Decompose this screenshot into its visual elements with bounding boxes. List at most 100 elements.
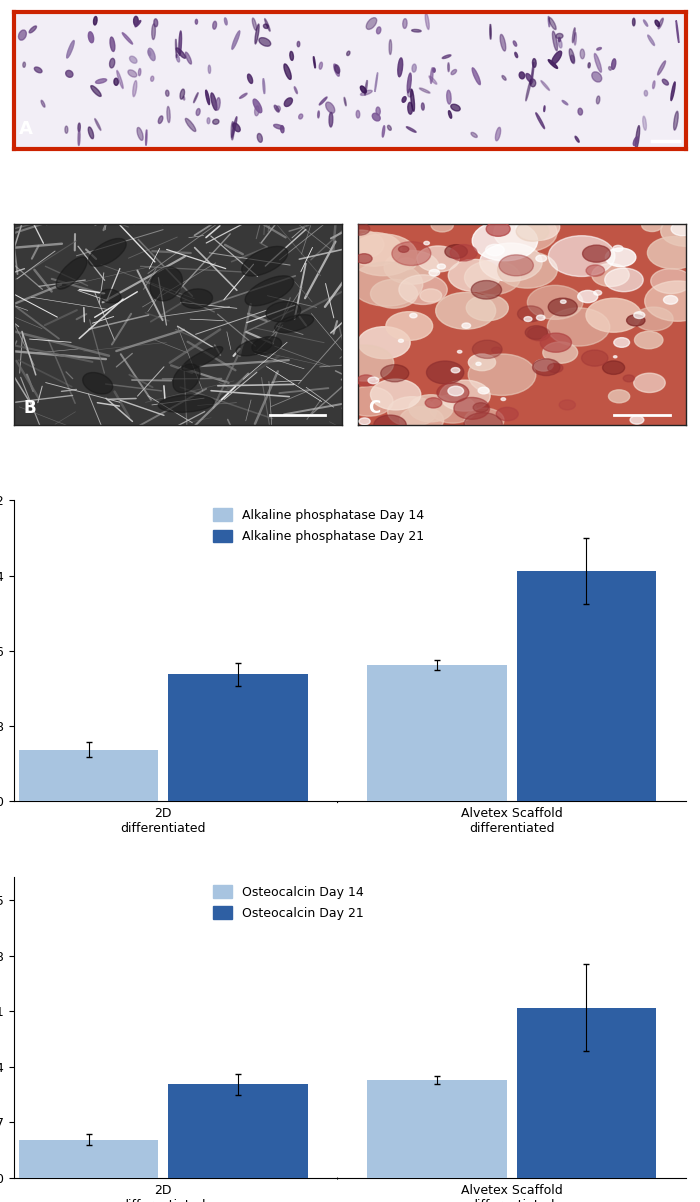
Ellipse shape [389, 40, 392, 54]
Circle shape [356, 254, 372, 263]
Ellipse shape [411, 89, 414, 112]
Ellipse shape [245, 275, 294, 305]
Circle shape [634, 332, 663, 349]
Ellipse shape [374, 72, 378, 91]
Ellipse shape [239, 94, 247, 99]
Ellipse shape [447, 90, 451, 105]
Ellipse shape [671, 82, 676, 101]
Ellipse shape [319, 97, 327, 105]
Ellipse shape [596, 48, 601, 50]
Ellipse shape [448, 63, 449, 72]
Ellipse shape [154, 19, 158, 26]
Ellipse shape [407, 126, 416, 132]
Circle shape [527, 285, 583, 320]
Ellipse shape [150, 267, 183, 300]
Ellipse shape [83, 373, 113, 394]
Circle shape [586, 264, 605, 276]
Ellipse shape [658, 18, 664, 29]
Circle shape [517, 305, 543, 322]
Ellipse shape [139, 69, 141, 76]
Ellipse shape [173, 364, 200, 393]
Ellipse shape [211, 93, 217, 111]
Circle shape [548, 298, 578, 316]
Ellipse shape [186, 118, 196, 131]
Ellipse shape [552, 50, 561, 65]
Ellipse shape [94, 119, 101, 130]
Ellipse shape [451, 105, 460, 111]
Legend: Osteocalcin Day 14, Osteocalcin Day 21: Osteocalcin Day 14, Osteocalcin Day 21 [209, 880, 369, 924]
Circle shape [614, 338, 629, 347]
Ellipse shape [652, 81, 655, 89]
Ellipse shape [255, 24, 259, 44]
Ellipse shape [634, 137, 638, 145]
Ellipse shape [430, 67, 433, 83]
Ellipse shape [252, 18, 257, 30]
Circle shape [438, 264, 445, 269]
Ellipse shape [95, 79, 106, 83]
Ellipse shape [365, 81, 368, 95]
Ellipse shape [299, 114, 302, 119]
Ellipse shape [232, 123, 240, 132]
Ellipse shape [182, 346, 223, 370]
Circle shape [642, 219, 662, 232]
Ellipse shape [575, 136, 579, 142]
Circle shape [430, 394, 476, 423]
Circle shape [431, 219, 454, 232]
Ellipse shape [574, 32, 576, 46]
Ellipse shape [216, 97, 220, 111]
Ellipse shape [536, 113, 545, 129]
Ellipse shape [643, 20, 648, 26]
Ellipse shape [66, 71, 73, 77]
Circle shape [450, 244, 477, 261]
Circle shape [651, 268, 692, 293]
Ellipse shape [326, 102, 335, 113]
Ellipse shape [377, 26, 381, 34]
Ellipse shape [150, 76, 154, 82]
Circle shape [468, 353, 536, 395]
Ellipse shape [167, 107, 170, 123]
Ellipse shape [366, 18, 377, 29]
Circle shape [392, 242, 431, 266]
Ellipse shape [433, 69, 435, 72]
Ellipse shape [570, 55, 574, 63]
Circle shape [491, 347, 501, 353]
Ellipse shape [408, 102, 412, 114]
Ellipse shape [472, 67, 480, 84]
Ellipse shape [526, 79, 531, 101]
Ellipse shape [407, 73, 412, 93]
Ellipse shape [130, 56, 137, 64]
Circle shape [445, 245, 468, 258]
Circle shape [473, 403, 489, 412]
Ellipse shape [412, 64, 416, 72]
Ellipse shape [78, 123, 80, 131]
Bar [517, 571, 656, 802]
Ellipse shape [569, 49, 575, 64]
Ellipse shape [496, 127, 500, 141]
Ellipse shape [552, 31, 557, 50]
Circle shape [536, 315, 545, 320]
Ellipse shape [519, 72, 524, 79]
Ellipse shape [262, 78, 265, 94]
Circle shape [547, 308, 610, 346]
Ellipse shape [449, 111, 452, 118]
Circle shape [388, 397, 437, 427]
Ellipse shape [284, 97, 293, 107]
Ellipse shape [274, 106, 279, 112]
Ellipse shape [241, 246, 288, 276]
Ellipse shape [231, 121, 234, 139]
Circle shape [664, 296, 678, 304]
Ellipse shape [559, 37, 561, 42]
Ellipse shape [298, 41, 300, 47]
Ellipse shape [178, 31, 181, 55]
Ellipse shape [419, 88, 430, 93]
Circle shape [457, 351, 462, 353]
Circle shape [452, 368, 460, 373]
Ellipse shape [382, 126, 385, 137]
Circle shape [426, 361, 464, 383]
Ellipse shape [114, 78, 118, 85]
Circle shape [499, 255, 533, 275]
Ellipse shape [236, 339, 272, 356]
Ellipse shape [657, 61, 666, 75]
Ellipse shape [88, 127, 94, 138]
Ellipse shape [608, 66, 611, 70]
